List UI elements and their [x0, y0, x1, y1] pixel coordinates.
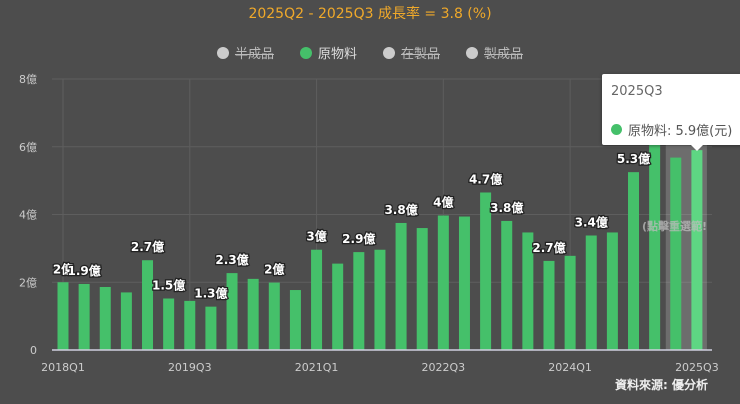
bar[interactable]: [395, 222, 407, 350]
data-label: 3.8億: [384, 202, 417, 217]
legend-item[interactable]: 在製品: [383, 43, 440, 62]
legend-dot-icon: [383, 46, 395, 59]
data-label: 1.3億: [194, 286, 227, 301]
series-dot-icon: [611, 124, 622, 135]
data-label: 2億: [264, 262, 284, 277]
chart-title: 2025Q2 - 2025Q3 成長率 = 3.8 (%): [248, 6, 492, 22]
bar[interactable]: [99, 286, 111, 350]
tooltip: 2025Q3 原物料: 5.9億(元): [602, 74, 740, 151]
legend-item[interactable]: 製成品: [466, 43, 523, 62]
bar[interactable]: [480, 192, 492, 350]
bar[interactable]: [670, 157, 682, 350]
legend-dot-icon: [216, 46, 229, 59]
data-source: 資料來源: 優分析: [615, 378, 708, 392]
y-tick-label: 0: [30, 344, 37, 357]
data-label: 2.3億: [215, 252, 248, 267]
bar[interactable]: [416, 228, 428, 350]
bar[interactable]: [501, 220, 513, 350]
x-tick-label: 2021Q1: [295, 361, 339, 374]
bar[interactable]: [311, 249, 323, 350]
data-label: 2億: [53, 261, 73, 276]
legend-label: 製成品: [484, 47, 524, 62]
bar[interactable]: [649, 136, 661, 350]
data-label: 3億: [306, 229, 326, 244]
bar[interactable]: [163, 298, 175, 350]
bar[interactable]: [543, 260, 555, 350]
data-label: 2.7億: [131, 239, 164, 254]
bar[interactable]: [437, 215, 449, 350]
data-label: 1.9億: [67, 263, 100, 278]
y-tick-label: 8億: [19, 73, 37, 86]
bar[interactable]: [691, 150, 703, 350]
x-tick-label: 2019Q3: [168, 361, 212, 374]
bar[interactable]: [78, 283, 90, 350]
legend-dot-icon: [466, 46, 479, 59]
bar[interactable]: [120, 292, 132, 350]
bar[interactable]: [226, 273, 238, 350]
bar[interactable]: [458, 216, 470, 350]
y-tick-label: 6億: [19, 141, 37, 154]
legend-label: 原物料: [317, 47, 357, 62]
data-label: 4.7億: [469, 171, 502, 186]
x-tick-label: 2022Q3: [422, 361, 466, 374]
data-label: 3.4億: [575, 215, 608, 230]
bar[interactable]: [353, 252, 365, 350]
data-label: 3.8億: [490, 200, 523, 215]
bar[interactable]: [564, 255, 576, 350]
tooltip-value: 原物料: 5.9億(元): [628, 124, 733, 139]
bar[interactable]: [289, 290, 301, 350]
bar[interactable]: [184, 300, 196, 350]
legend-label: 在製品: [401, 47, 441, 62]
legend-dot-icon: [299, 46, 312, 59]
tooltip-title: 2025Q3: [611, 84, 663, 99]
bar[interactable]: [606, 232, 618, 350]
bar[interactable]: [268, 282, 280, 350]
bar[interactable]: [205, 306, 217, 350]
data-label: 5.3億: [617, 151, 650, 166]
bar[interactable]: [57, 282, 69, 350]
data-label: 4億: [433, 195, 453, 210]
bar[interactable]: [585, 235, 597, 350]
x-tick-label: 2018Q1: [41, 361, 85, 374]
bar[interactable]: [332, 263, 344, 350]
bar[interactable]: [247, 278, 259, 350]
x-tick-label: 2024Q1: [548, 361, 592, 374]
bar[interactable]: [522, 232, 534, 350]
legend-item[interactable]: 原物料: [299, 43, 357, 62]
data-label: 2.7億: [532, 240, 565, 255]
y-tick-label: 4億: [19, 209, 37, 222]
bar[interactable]: [374, 249, 386, 350]
reselect-range-hint[interactable]: (點擊重選範!: [642, 220, 708, 233]
bar[interactable]: [142, 260, 154, 350]
legend: 半成品 原物料 在製品 製成品: [0, 43, 740, 62]
bar[interactable]: [628, 172, 640, 350]
data-label: 2.9億: [342, 231, 375, 246]
y-tick-label: 2億: [19, 276, 37, 289]
x-tick-label: 2025Q3: [675, 361, 719, 374]
data-label: 1.5億: [152, 278, 185, 293]
legend-label: 半成品: [234, 47, 274, 62]
legend-item[interactable]: 半成品: [216, 43, 274, 62]
tooltip-row: 原物料: 5.9億(元): [611, 120, 732, 139]
